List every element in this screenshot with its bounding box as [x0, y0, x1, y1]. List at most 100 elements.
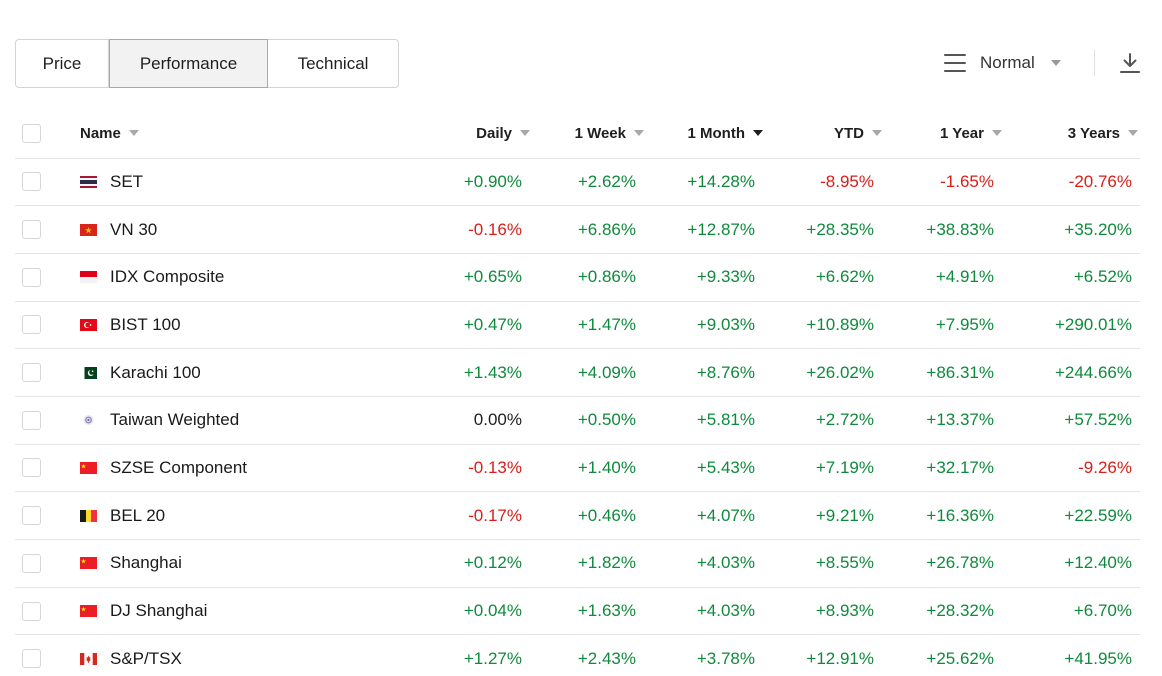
table-row[interactable]: SZSE Component -0.13% +1.40% +5.43% +7.19% +3…: [15, 444, 1140, 492]
daily-change: -0.16%: [468, 219, 522, 239]
3-year-change: +12.40%: [1064, 553, 1132, 573]
performance-table: Name Daily 1 Week 1 Month YTD 1 Year 3 Y…: [15, 110, 1140, 676]
column-header-1-week[interactable]: 1 Week: [530, 110, 644, 158]
belgium-flag-icon: [80, 509, 97, 522]
1-month-change: +5.43%: [696, 457, 755, 477]
table-row[interactable]: S&P/TSX +1.27% +2.43% +3.78% +12.91% +25.62% +…: [15, 634, 1140, 676]
sort-icon: [872, 130, 882, 137]
row-select-cell: [15, 349, 80, 397]
1-month-change: +9.03%: [696, 314, 755, 334]
index-name-link[interactable]: S&P/TSX: [110, 648, 182, 668]
row-checkbox[interactable]: [22, 553, 41, 573]
table-row[interactable]: Karachi 100 +1.43% +4.09% +8.76% +26.02% +86.…: [15, 348, 1140, 397]
name-cell: VN 30: [80, 206, 365, 254]
3-year-change: +57.52%: [1064, 410, 1132, 430]
row-checkbox[interactable]: [22, 220, 41, 240]
china-flag-icon: [80, 461, 97, 474]
index-name-link[interactable]: SZSE Component: [110, 457, 248, 477]
sort-icon: [128, 130, 139, 137]
ytd-change: +8.55%: [815, 553, 874, 573]
index-name-link[interactable]: DJ Shanghai: [110, 601, 208, 621]
toolbar-divider: [1094, 50, 1095, 76]
row-select-cell: [15, 587, 80, 635]
index-name-link[interactable]: BEL 20: [110, 505, 166, 525]
row-checkbox[interactable]: [22, 458, 41, 478]
row-select-cell: [15, 206, 80, 254]
daily-change: -0.13%: [468, 457, 522, 477]
row-checkbox[interactable]: [22, 267, 41, 287]
index-name-link[interactable]: SET: [110, 171, 144, 191]
table-row[interactable]: SET +0.90% +2.62% +14.28% -8.95% -1.65% -20.76…: [15, 158, 1140, 206]
1-month-change: +5.81%: [696, 410, 755, 430]
table-row[interactable]: Taiwan Weighted 0.00% +0.50% +5.81% +2.72% +1…: [15, 396, 1140, 444]
row-select-cell: [15, 540, 80, 588]
tab-technical[interactable]: Technical: [268, 40, 398, 87]
table-row[interactable]: BEL 20 -0.17% +0.46% +4.07% +9.21% +16.36% +22…: [15, 491, 1140, 540]
sort-icon: [520, 130, 530, 137]
column-header-daily[interactable]: Daily: [365, 110, 530, 158]
sort-icon: [1128, 130, 1138, 137]
view-mode-label: Normal: [980, 53, 1035, 72]
3-year-change: -9.26%: [1078, 457, 1132, 477]
1-week-change: +1.82%: [577, 553, 636, 573]
1-week-change: +6.86%: [577, 219, 636, 239]
ytd-change: +2.72%: [815, 410, 874, 430]
3-year-change: -20.76%: [1068, 171, 1132, 191]
view-mode-dropdown[interactable]: Normal: [944, 49, 1061, 77]
table-row[interactable]: BIST 100 +0.47% +1.47% +9.03% +10.89% +7.95% +…: [15, 301, 1140, 349]
row-checkbox[interactable]: [22, 315, 41, 335]
column-header-name[interactable]: Name: [80, 110, 365, 158]
select-all-checkbox[interactable]: [22, 124, 41, 144]
column-header-1-year[interactable]: 1 Year: [882, 110, 1002, 158]
table-row[interactable]: DJ Shanghai +0.04% +1.63% +4.03% +8.93% +28.3…: [15, 587, 1140, 635]
1-week-change: +2.62%: [577, 171, 636, 191]
row-checkbox[interactable]: [22, 506, 41, 526]
row-checkbox[interactable]: [22, 172, 41, 192]
index-name-link[interactable]: VN 30: [110, 219, 158, 239]
row-checkbox[interactable]: [22, 601, 41, 621]
index-name-link[interactable]: Karachi 100: [110, 362, 201, 382]
table-row[interactable]: VN 30 -0.16% +6.86% +12.87% +28.35% +38.83% +3…: [15, 205, 1140, 254]
3-year-change: +6.52%: [1073, 267, 1132, 287]
1-week-change: +1.63%: [577, 601, 636, 621]
ytd-change: +9.21%: [815, 505, 874, 525]
row-select-cell: [15, 253, 80, 301]
index-name-link[interactable]: Shanghai: [110, 553, 182, 573]
select-all-cell: [15, 110, 80, 158]
table-row[interactable]: IDX Composite +0.65% +0.86% +9.33% +6.62% +4.…: [15, 253, 1140, 301]
tab-performance[interactable]: Performance: [109, 39, 268, 88]
row-select-cell: [15, 492, 80, 540]
taiwan-flag-icon: [83, 415, 94, 426]
daily-change: +0.65%: [463, 267, 522, 287]
column-header-3-years[interactable]: 3 Years: [1002, 110, 1140, 158]
1-week-change: +1.47%: [577, 314, 636, 334]
1-year-change: +25.62%: [926, 648, 994, 668]
index-name-link[interactable]: BIST 100: [110, 314, 181, 334]
ytd-change: +12.91%: [806, 648, 874, 668]
3-year-change: +244.66%: [1054, 362, 1132, 382]
tab-price[interactable]: Price: [16, 40, 109, 87]
index-name-link[interactable]: Taiwan Weighted: [110, 410, 240, 430]
index-name-link[interactable]: IDX Composite: [110, 267, 225, 287]
row-checkbox[interactable]: [22, 363, 41, 383]
1-week-change: +0.86%: [577, 267, 636, 287]
turkey-flag-icon: [80, 318, 97, 331]
table-header-row: Name Daily 1 Week 1 Month YTD 1 Year 3 Y…: [15, 110, 1140, 158]
daily-change: +0.04%: [463, 601, 522, 621]
1-year-change: -1.65%: [940, 171, 994, 191]
ytd-change: +7.19%: [815, 457, 874, 477]
sort-icon: [992, 130, 1002, 137]
name-cell: SZSE Component: [80, 444, 365, 492]
row-checkbox[interactable]: [22, 649, 41, 669]
table-row[interactable]: Shanghai +0.12% +1.82% +4.03% +8.55% +26.78% +…: [15, 539, 1140, 588]
row-checkbox[interactable]: [22, 410, 41, 430]
3-year-change: +41.95%: [1064, 648, 1132, 668]
download-icon[interactable]: [1118, 51, 1142, 75]
1-month-change: +12.87%: [687, 219, 755, 239]
sort-desc-icon: [753, 130, 763, 137]
daily-change: +0.47%: [463, 314, 522, 334]
1-week-change: +0.50%: [577, 410, 636, 430]
column-header-1-month[interactable]: 1 Month: [644, 110, 763, 158]
column-header-ytd[interactable]: YTD: [763, 110, 882, 158]
row-select-cell: [15, 396, 80, 444]
